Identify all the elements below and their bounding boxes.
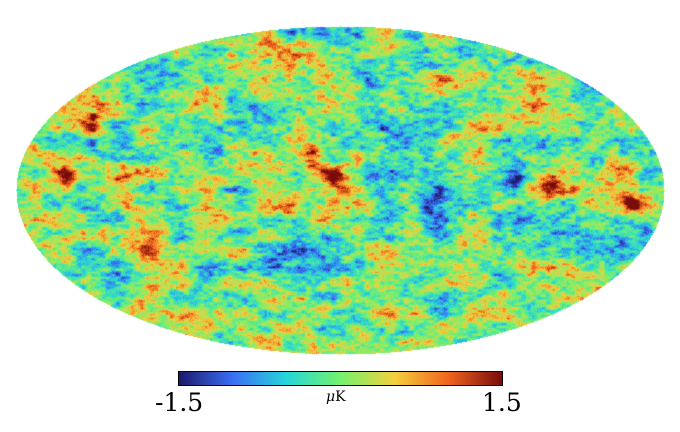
unit-symbol: μ (326, 389, 336, 405)
colorbar-unit-label: μK (326, 389, 346, 405)
colorbar-gradient (178, 371, 503, 386)
colorbar (178, 371, 503, 386)
colorbar-min-label: -1.5 (155, 388, 204, 417)
colorbar-max-label: 1.5 (482, 388, 522, 417)
mollweide-sky-map (0, 0, 680, 360)
unit-letter: K (335, 389, 346, 405)
